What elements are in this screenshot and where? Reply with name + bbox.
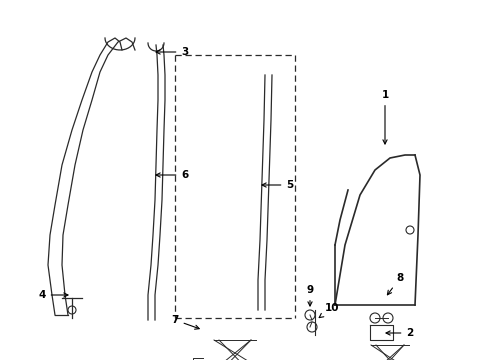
Text: 4: 4 xyxy=(38,290,68,300)
Text: 7: 7 xyxy=(171,315,199,329)
Text: 1: 1 xyxy=(381,90,388,144)
Text: 2: 2 xyxy=(385,328,413,338)
Text: 6: 6 xyxy=(156,170,188,180)
Text: 10: 10 xyxy=(319,303,339,318)
Text: 5: 5 xyxy=(262,180,293,190)
Text: 3: 3 xyxy=(156,47,188,57)
Text: 8: 8 xyxy=(386,273,403,295)
Text: 9: 9 xyxy=(306,285,313,306)
